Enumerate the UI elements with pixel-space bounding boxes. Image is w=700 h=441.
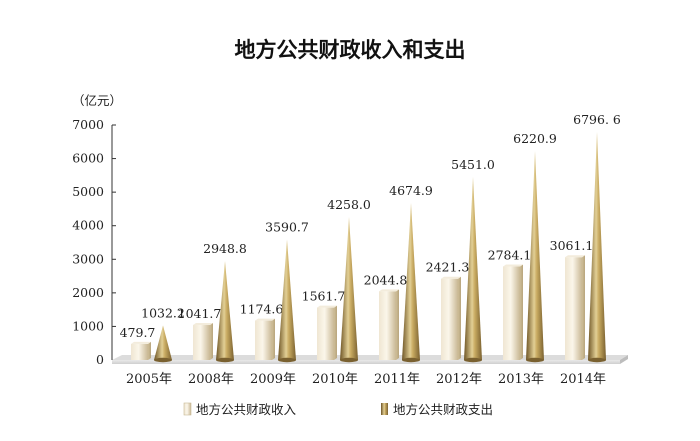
spending-spike-base	[402, 357, 420, 363]
chart-floor	[112, 355, 628, 364]
income-bar-top	[565, 255, 585, 258]
income-bar	[255, 320, 272, 360]
income-value-label: 1174.6	[240, 302, 284, 317]
income-bar	[317, 307, 334, 360]
floor-front	[112, 360, 620, 364]
spending-value-label: 6796. 6	[573, 112, 621, 127]
legend-swatch-spending	[381, 403, 388, 415]
income-bar	[379, 291, 396, 360]
income-bar-side	[582, 255, 585, 360]
y-tick-label: 3000	[72, 251, 104, 266]
legend-swatch-income	[183, 402, 192, 416]
legend-label-spending: 地方公共财政支出	[393, 402, 493, 417]
income-value-label: 3061.1	[550, 238, 594, 253]
spending-spike	[588, 131, 606, 360]
x-tick-label: 2013年	[498, 372, 544, 387]
income-value-label: 2044.8	[364, 272, 408, 287]
income-bar-side	[396, 289, 399, 360]
income-bar-top	[379, 289, 399, 292]
income-bar-side	[458, 276, 461, 360]
floor-side	[620, 355, 628, 364]
spending-spike	[278, 239, 296, 360]
spending-value-label: 5451.0	[451, 157, 495, 172]
y-axis: 0 1000 2000 3000 4000 5000 6000 7000	[72, 117, 116, 367]
spending-spike-base	[340, 357, 358, 363]
spending-spike	[526, 151, 544, 360]
spending-value-label: 2948.8	[203, 241, 247, 256]
income-bar	[131, 343, 148, 360]
income-value-label: 1041.7	[178, 306, 222, 321]
income-bar-top	[503, 264, 523, 267]
spending-spike-base	[154, 357, 172, 363]
y-tick-label: 5000	[72, 184, 104, 199]
y-axis-label: （亿元）	[72, 93, 122, 108]
x-tick-label: 2005年	[126, 372, 172, 387]
income-value-label: 479.7	[120, 325, 156, 340]
income-bar	[193, 325, 210, 360]
income-value-label: 2784.1	[488, 248, 532, 263]
x-tick-label: 2009年	[250, 372, 296, 387]
spending-value-label: 4258.0	[327, 197, 371, 212]
spending-spike-base	[278, 357, 296, 363]
spending-spike	[402, 203, 420, 360]
y-tick-label: 0	[96, 352, 104, 367]
spending-value-label: 4674.9	[389, 183, 433, 198]
income-bar-top	[317, 305, 337, 308]
income-bar-top	[255, 318, 275, 321]
income-value-label: 1561.7	[302, 289, 346, 304]
y-tick-label: 2000	[72, 285, 104, 300]
y-tick-label: 1000	[72, 318, 104, 333]
y-tick-label: 6000	[72, 151, 104, 166]
income-bar	[565, 257, 582, 360]
floor-top	[112, 355, 628, 360]
income-bar-side	[148, 341, 151, 360]
spending-spike-base	[216, 357, 234, 363]
y-tick-label: 4000	[72, 218, 104, 233]
income-bar-top	[441, 276, 461, 279]
x-tick-label: 2012年	[436, 372, 482, 387]
income-bar-side	[520, 264, 523, 360]
x-tick-label: 2011年	[374, 372, 420, 387]
spending-spike	[216, 261, 234, 360]
spending-spike-base	[526, 357, 544, 363]
x-tick-label: 2008年	[188, 372, 234, 387]
legend: 地方公共财政收入 地方公共财政支出	[183, 402, 493, 417]
income-bar-side	[210, 323, 213, 360]
x-tick-label: 2014年	[560, 372, 606, 387]
x-tick-label: 2010年	[312, 372, 358, 387]
income-bar	[503, 266, 520, 360]
spending-spike	[154, 325, 172, 360]
y-tick-label: 7000	[72, 117, 104, 132]
spending-spike	[464, 177, 482, 360]
income-bar-top	[193, 323, 213, 326]
income-bar	[441, 278, 458, 360]
x-axis: 2005年 2008年 2009年 2010年 2011年 2012年 2013年 2014年	[126, 372, 606, 387]
income-bar-side	[334, 305, 337, 360]
income-bar-top	[131, 341, 151, 344]
income-bar-side	[272, 318, 275, 360]
legend-label-income: 地方公共财政收入	[196, 402, 297, 417]
spending-value-label: 3590.7	[265, 219, 309, 234]
spending-spike-base	[588, 357, 606, 363]
income-value-label: 2421.3	[426, 260, 470, 275]
spending-spike-base	[464, 357, 482, 363]
chart-title: 地方公共财政收入和支出	[235, 37, 466, 62]
spending-value-label: 6220.9	[513, 131, 557, 146]
spending-spike	[340, 217, 358, 360]
spending-value-label: 1032.2	[141, 305, 185, 320]
